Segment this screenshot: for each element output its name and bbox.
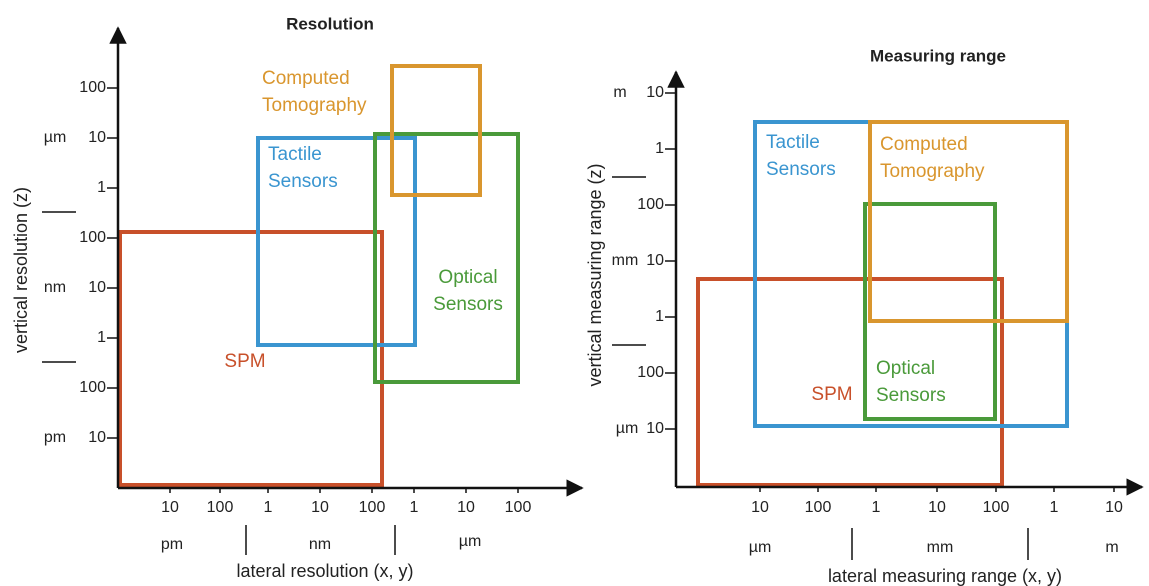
range-box (256, 136, 417, 347)
box-label: Sensors (876, 385, 946, 406)
box-label: Tactile (766, 132, 820, 153)
box-label: Sensors (268, 171, 338, 192)
y-unit: nm (44, 279, 66, 296)
box-label: Optical (438, 267, 497, 288)
x-unit: pm (161, 536, 183, 553)
panel-title: Resolution (286, 14, 374, 33)
y-tick-label: 1 (97, 179, 106, 196)
x-axis-label: lateral measuring range (x, y) (828, 566, 1062, 586)
x-tick-label: 100 (805, 499, 832, 516)
x-tick-label: 1 (872, 499, 881, 516)
range-box (868, 120, 1069, 323)
range-box (390, 64, 482, 197)
x-tick-label: 1 (410, 499, 419, 516)
y-tick-label: 100 (79, 379, 106, 396)
x-tick-label: 100 (359, 499, 386, 516)
range-box (118, 230, 384, 487)
x-axis-label: lateral resolution (x, y) (236, 561, 413, 581)
box-label: Sensors (433, 294, 503, 315)
range-box (863, 202, 997, 421)
x-tick-label: 100 (207, 499, 234, 516)
box-label: SPM (224, 351, 265, 372)
box-label: Tactile (268, 144, 322, 165)
y-unit: µm (44, 129, 67, 146)
y-tick-label: 10 (88, 279, 106, 296)
box-label: Computed (880, 134, 968, 155)
box-label: Tomography (880, 161, 985, 182)
box-label: Computed (262, 68, 350, 89)
x-unit: µm (459, 533, 482, 550)
x-tick-label: 10 (311, 499, 329, 516)
y-unit: pm (44, 429, 66, 446)
x-tick-label: 100 (505, 499, 532, 516)
box-label: Tomography (262, 95, 367, 116)
y-tick-label: 1 (97, 329, 106, 346)
y-tick-label: 1 (655, 308, 664, 325)
y-unit: mm (612, 252, 639, 269)
y-tick-label: 1 (655, 140, 664, 157)
y-unit: m (613, 84, 626, 101)
x-unit: m (1105, 539, 1118, 556)
y-tick-label: 100 (79, 229, 106, 246)
range-box (696, 277, 1004, 487)
x-tick-label: 10 (161, 499, 179, 516)
y-tick-label: 100 (637, 196, 664, 213)
y-tick-label: 10 (646, 252, 664, 269)
y-axis-label: vertical measuring range (z) (585, 163, 605, 386)
x-unit: mm (927, 539, 954, 556)
x-unit: nm (309, 536, 331, 553)
y-tick-label: 10 (88, 129, 106, 146)
x-tick-label: 10 (928, 499, 946, 516)
x-tick-label: 100 (983, 499, 1010, 516)
panel-title: Measuring range (870, 46, 1006, 65)
x-tick-label: 10 (1105, 499, 1123, 516)
box-label: Sensors (766, 159, 836, 180)
y-tick-label: 100 (79, 79, 106, 96)
x-tick-label: 1 (1050, 499, 1059, 516)
box-label: SPM (811, 384, 852, 405)
y-tick-label: 10 (646, 84, 664, 101)
y-tick-label: 10 (88, 429, 106, 446)
y-axis-label: vertical resolution (z) (11, 187, 31, 353)
x-tick-label: 10 (751, 499, 769, 516)
x-tick-label: 10 (457, 499, 475, 516)
x-unit: µm (749, 539, 772, 556)
range-box (373, 132, 520, 384)
y-unit: µm (616, 420, 639, 437)
y-tick-label: 10 (646, 420, 664, 437)
box-label: Optical (876, 358, 935, 379)
x-tick-label: 1 (264, 499, 273, 516)
y-tick-label: 100 (637, 364, 664, 381)
